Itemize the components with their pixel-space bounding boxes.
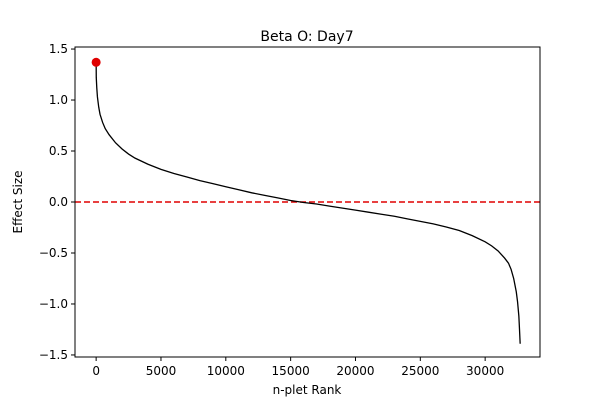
y-tick-label: −0.5 xyxy=(39,246,68,260)
x-tick-label: 15000 xyxy=(272,364,310,378)
x-tick-label: 10000 xyxy=(207,364,245,378)
y-tick-label: 1.0 xyxy=(49,93,68,107)
effect-size-series-line xyxy=(95,62,521,344)
x-axis-ticks: 0 5000 10000 15000 20000 25000 30000 xyxy=(92,357,504,378)
x-tick-label: 30000 xyxy=(466,364,504,378)
x-tick-label: 20000 xyxy=(336,364,374,378)
plot-area xyxy=(75,57,540,344)
chart-title: Beta O: Day7 xyxy=(260,29,353,45)
y-tick-label: 0.0 xyxy=(49,195,68,209)
y-tick-label: 0.5 xyxy=(49,144,68,158)
y-tick-label: 1.5 xyxy=(49,42,68,56)
plot-frame xyxy=(74,46,541,358)
y-tick-label: −1.0 xyxy=(39,297,68,311)
y-axis-ticks: −1.5 −1.0 −0.5 0.0 0.5 1.0 1.5 xyxy=(39,42,75,362)
y-axis-title: Effect Size xyxy=(11,171,25,234)
y-tick-label: −1.5 xyxy=(39,348,68,362)
x-tick-label: 0 xyxy=(92,364,100,378)
x-tick-label: 5000 xyxy=(146,364,177,378)
x-axis-title: n-plet Rank xyxy=(273,383,342,397)
max-effect-point xyxy=(91,57,101,67)
x-tick-label: 25000 xyxy=(401,364,439,378)
